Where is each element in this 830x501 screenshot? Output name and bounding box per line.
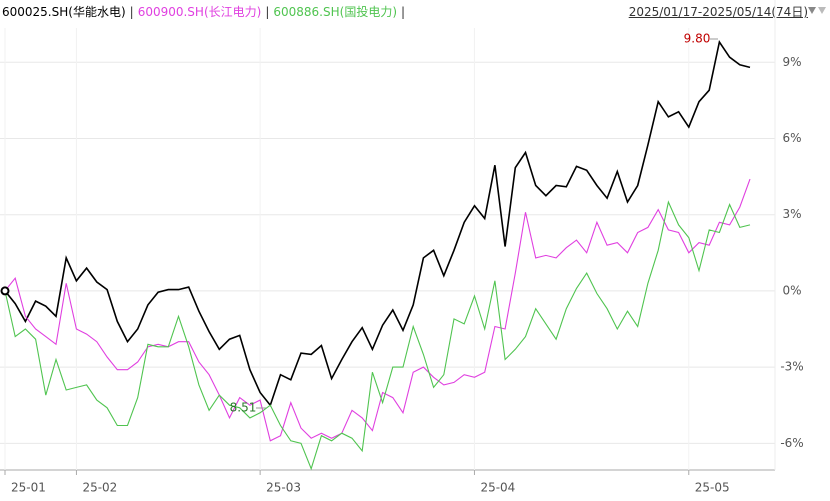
range-arrows[interactable] (806, 1, 828, 21)
legend-separator: | (401, 5, 406, 19)
x-tick-label: 25-02 (82, 481, 117, 495)
start-marker (0, 286, 10, 296)
x-tick-label: 25-01 (11, 481, 46, 495)
series-line (4, 200, 751, 471)
annotation: 9.80 (684, 32, 711, 46)
date-range[interactable]: 2025/01/17-2025/05/14(74日) (628, 5, 808, 19)
series-line (4, 178, 751, 442)
legend: 600025.SH(华能水电) | 600900.SH(长江电力) | 600886.S… (2, 3, 409, 20)
y-tick-label: 9% (782, 55, 801, 69)
legend-entry[interactable]: 600900.SH(长江电力) (137, 5, 262, 19)
y-tick-label: -6% (780, 436, 803, 450)
legend-separator: | (265, 5, 270, 19)
y-tick-label: 0% (782, 283, 801, 297)
y-tick-label: -3% (780, 360, 803, 374)
series-line (4, 39, 751, 407)
legend-entry[interactable]: 600025.SH(华能水电) (2, 5, 126, 19)
legend-entry[interactable]: 600886.SH(国投电力) (273, 5, 398, 19)
y-tick-label: 6% (782, 131, 801, 145)
y-tick-label: 3% (782, 207, 801, 221)
x-tick-label: 25-04 (480, 481, 515, 495)
x-tick-label: 25-05 (695, 481, 730, 495)
annotation: 8.51 (230, 401, 257, 415)
legend-separator: | (129, 5, 134, 19)
x-tick-label: 25-03 (266, 481, 301, 495)
